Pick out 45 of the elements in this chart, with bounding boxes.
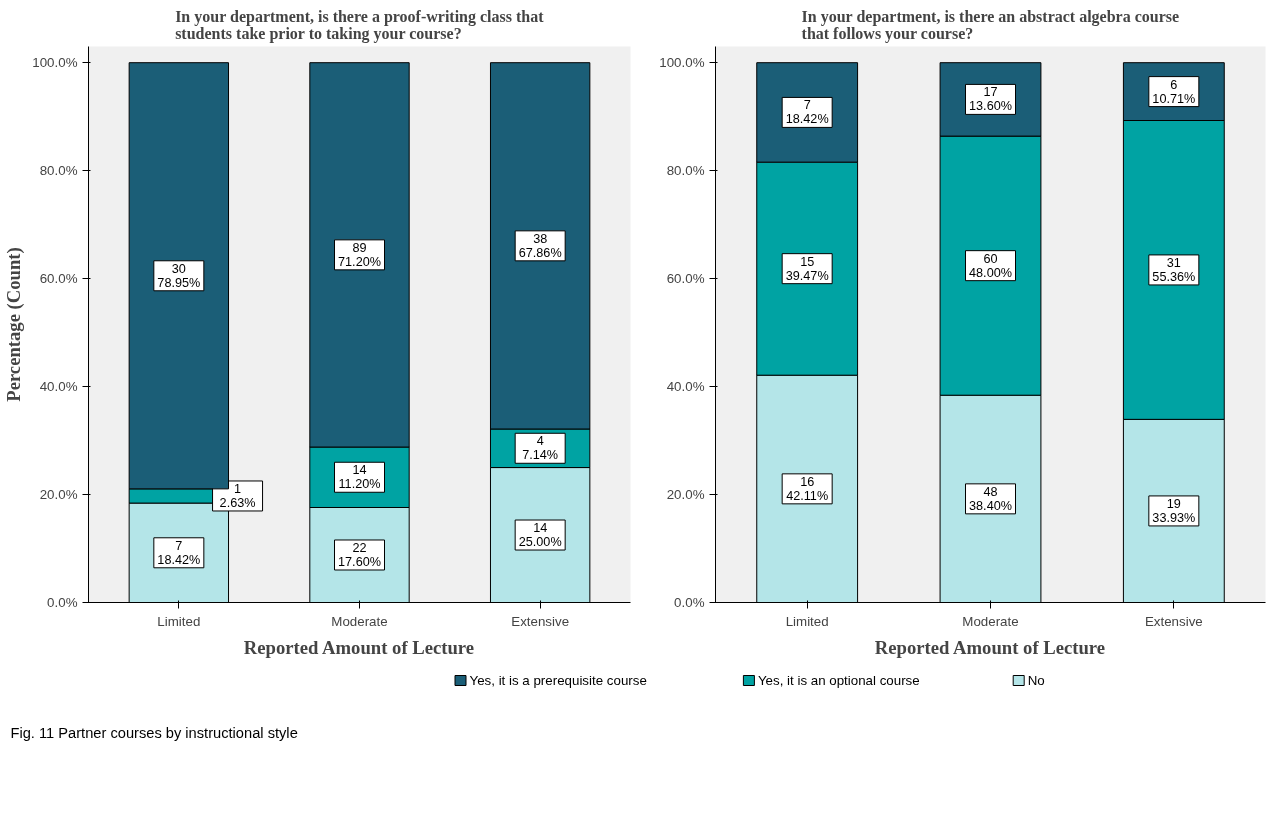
y-tick-label: 20.0% [666, 487, 705, 503]
x-tick-label: Limited [157, 613, 201, 629]
data-label: 17 13.60% [969, 85, 1012, 114]
y-tick-label: 0.0% [47, 595, 78, 610]
x-tick-label: Extensive [511, 613, 570, 629]
x-tick-label: Limited [785, 613, 829, 629]
chart-title: In your department, is there an abstract algebra course that follows your course? [801, 7, 1180, 43]
y-tick-label: 100.0% [659, 55, 705, 71]
x-tick-label: Moderate [331, 613, 388, 629]
y-tick-label: 20.0% [39, 487, 78, 503]
data-label: 1 2.63% [219, 481, 256, 510]
data-label: 38 67.86% [518, 231, 562, 260]
y-tick-label: 80.0% [39, 163, 78, 179]
caption: Fig. 11 Partner courses by instructional style [10, 725, 298, 742]
data-label: 19 33.93% [1152, 496, 1196, 525]
x-tick-label: Moderate [962, 613, 1019, 629]
data-label: 14 25.00% [518, 521, 562, 550]
data-label: 22 17.60% [338, 541, 381, 569]
y-tick-label: 40.0% [666, 379, 705, 395]
y-axis-title: Percentage (Count) [3, 247, 26, 402]
data-label: 89 71.20% [338, 240, 381, 269]
y-tick-label: 60.0% [39, 271, 78, 287]
data-label: 60 48.00% [969, 251, 1012, 280]
data-label: 14 11.20% [338, 463, 381, 492]
x-axis-title: Reported Amount of Lecture [243, 636, 475, 658]
y-tick-label: 40.0% [39, 379, 78, 395]
y-tick-label: 0.0% [674, 595, 705, 610]
y-tick-label: 100.0% [32, 55, 78, 71]
y-tick-label: 60.0% [666, 271, 705, 287]
legend-label: Yes, it is a prerequisite course [469, 673, 647, 688]
y-tick-label: 80.0% [666, 163, 705, 179]
data-label: 4 7.14% [522, 434, 559, 463]
data-label: 48 38.40% [969, 484, 1012, 513]
data-label: 15 39.47% [785, 254, 829, 283]
x-tick-label: Extensive [1144, 613, 1203, 629]
data-label: 30 78.95% [157, 261, 201, 290]
legend-label: Yes, it is an optional course [757, 673, 920, 688]
data-label: 7 18.42% [157, 538, 201, 567]
data-label: 16 42.11% [786, 474, 829, 503]
x-axis-title: Reported Amount of Lecture [874, 636, 1106, 658]
data-label: 7 18.42% [785, 98, 829, 127]
legend-label: No [1027, 673, 1045, 688]
chart-title: In your department, is there a proof-writing class that students take prior to taking your course? [175, 7, 545, 43]
data-label: 6 10.71% [1152, 77, 1196, 106]
data-label: 31 55.36% [1152, 255, 1196, 284]
